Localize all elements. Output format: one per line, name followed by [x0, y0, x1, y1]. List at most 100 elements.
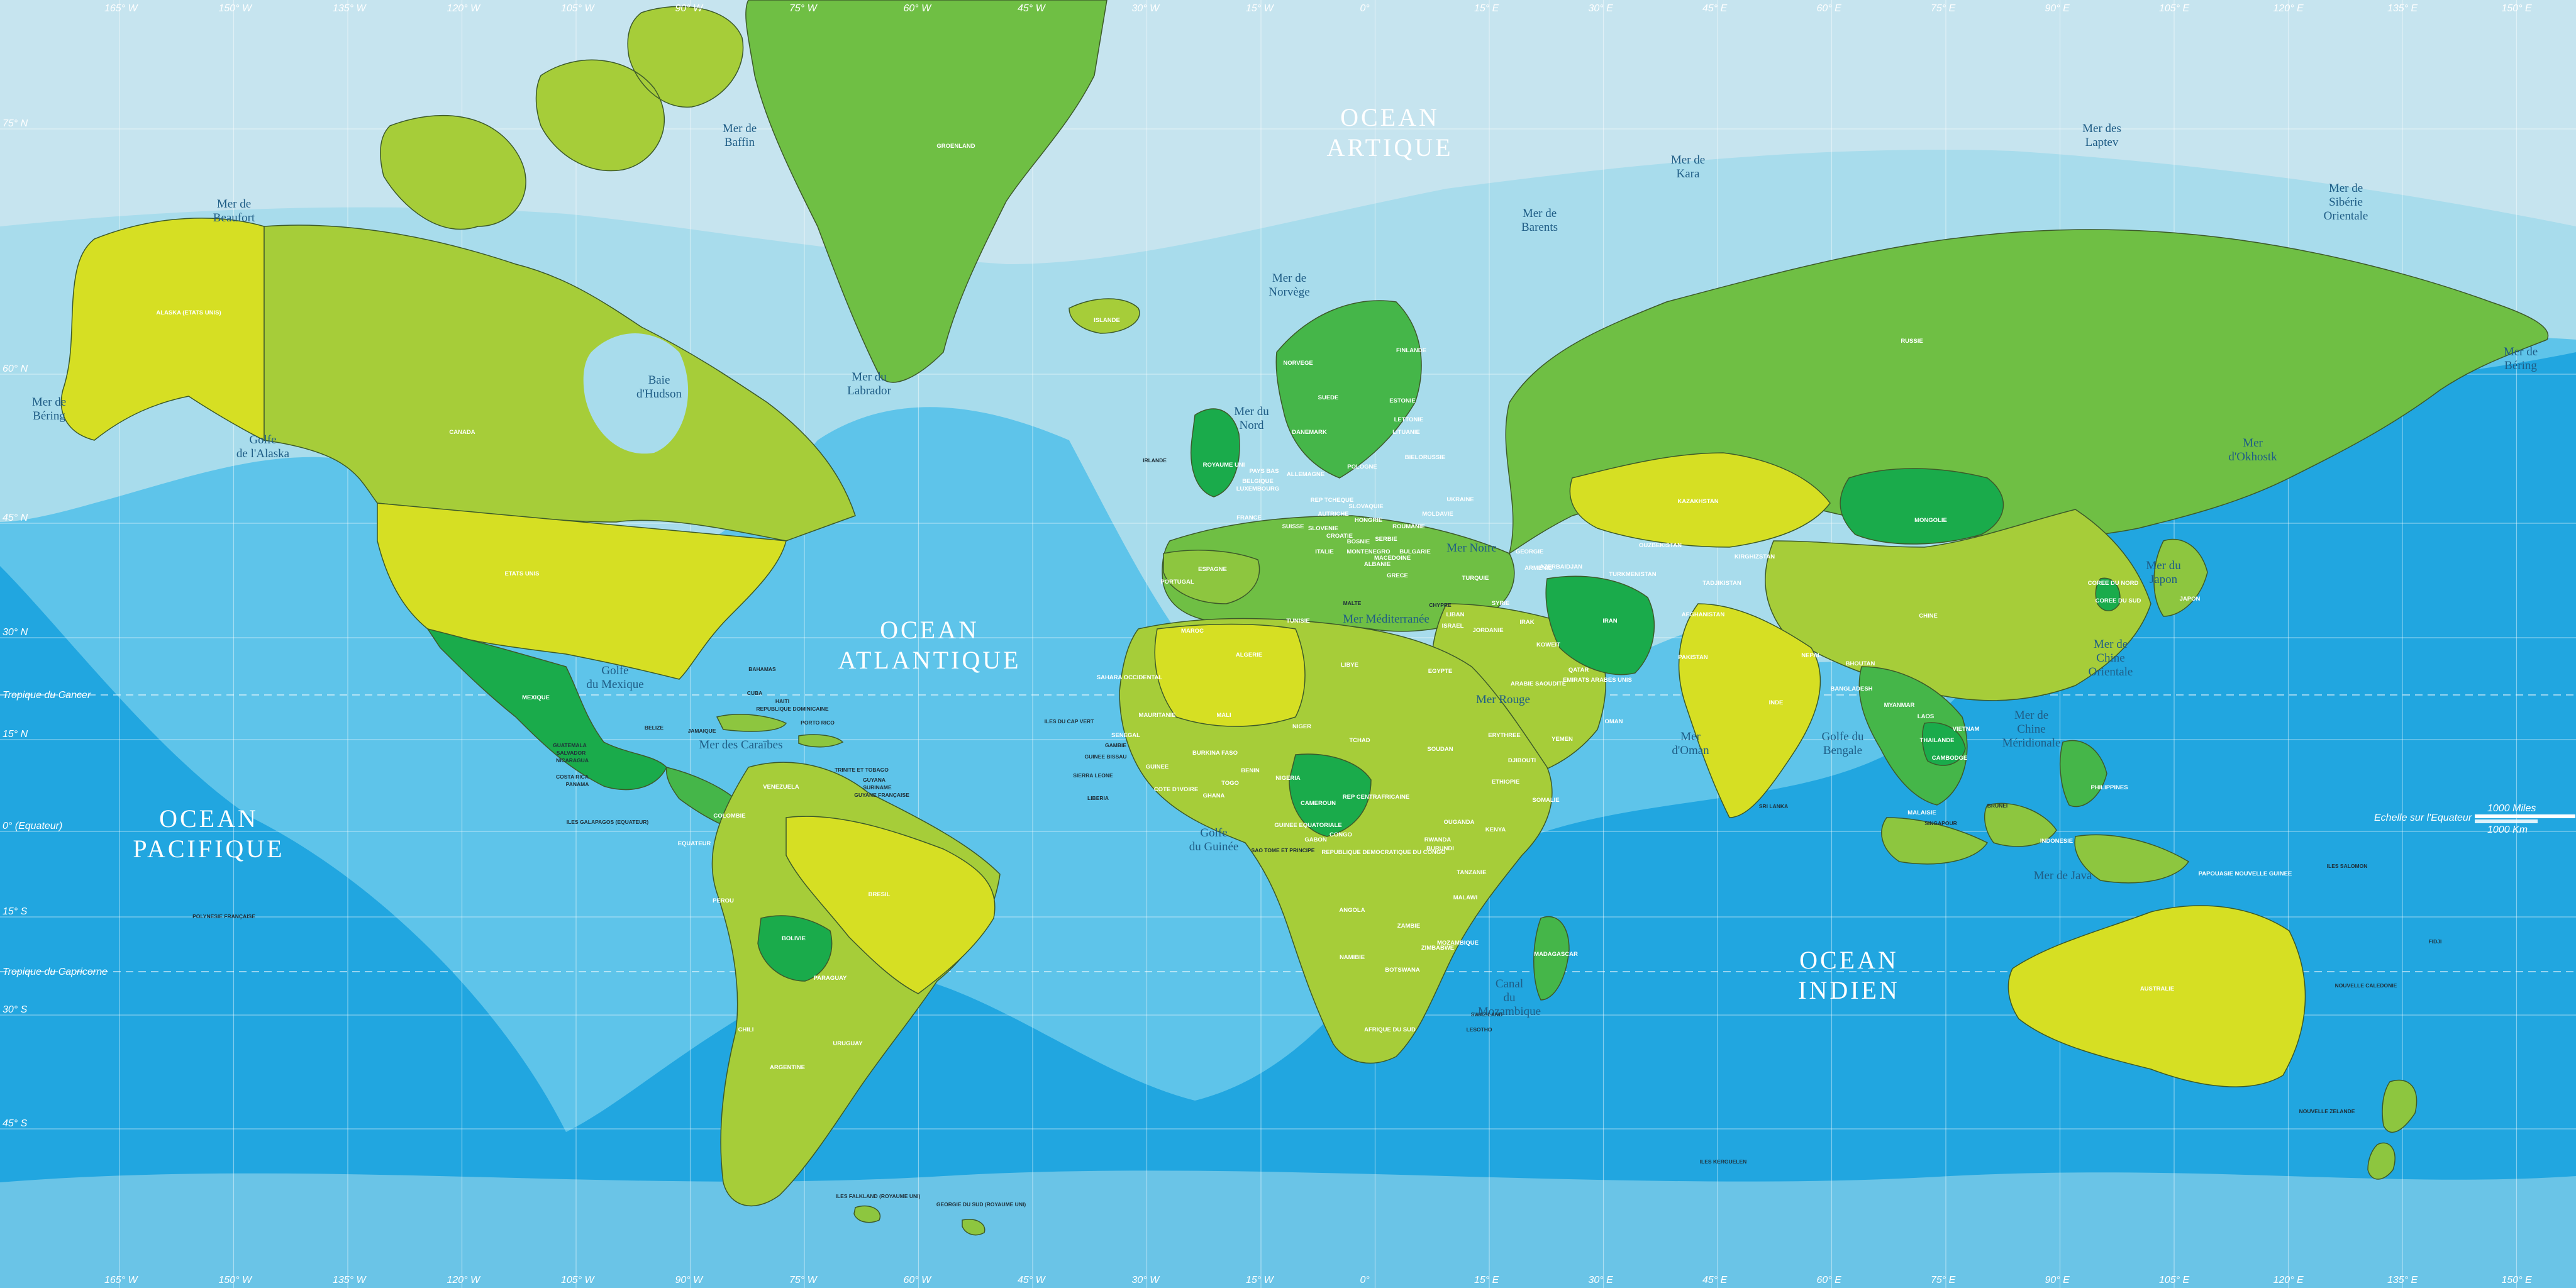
country-label: MAROC — [1181, 628, 1204, 635]
country-label: AZERBAIDJAN — [1540, 564, 1582, 570]
sea-label-line: du Mexique — [586, 678, 643, 691]
ocean-label: OCEAN ARTIQUE — [1326, 103, 1453, 162]
country-label: VIETNAM — [1953, 726, 1980, 733]
sea-label-line: Mer de — [1671, 153, 1705, 167]
longitude-label-bottom: 150° E — [2502, 1275, 2533, 1285]
longitude-label-top: 120° W — [447, 3, 482, 14]
longitude-label-top: 0° — [1360, 3, 1370, 14]
land-alaska — [60, 218, 265, 441]
longitude-label-top: 90° E — [2045, 3, 2070, 14]
country-label: FIDJI — [2429, 938, 2442, 945]
land-antarctica-fragments — [853, 1205, 985, 1236]
country-label: LETTONIE — [1394, 416, 1424, 423]
country-label: UKRAINE — [1446, 496, 1474, 503]
country-label: PORTO RICO — [801, 719, 835, 726]
country-label: REPUBLIQUE DEMOCRATIQUE DU CONGO — [1321, 849, 1445, 856]
land-mongolia — [1840, 468, 2004, 545]
country-label: EMIRATS ARABES UNIS — [1563, 677, 1632, 684]
country-label: KIRGHIZSTAN — [1735, 553, 1775, 560]
latitude-label: 15° N — [3, 729, 28, 740]
sea-label: Mer des Laptev — [2082, 122, 2121, 149]
country-label: ITALIE — [1315, 548, 1333, 555]
scale-miles-label: 1000 Miles — [2487, 803, 2536, 814]
sea-label-line: d'Hudson — [636, 387, 682, 401]
land-korea — [2095, 577, 2121, 611]
country-label: ARABIE SAOUDITE — [1511, 680, 1566, 687]
country-label: TOGO — [1221, 780, 1239, 787]
sea-label-line: Japon — [2150, 573, 2178, 586]
landmasses — [60, 0, 2549, 1236]
country-label: SIERRA LEONE — [1073, 772, 1113, 779]
sea-label-line: Mer Méditerranée — [1343, 613, 1430, 626]
country-label: COLOMBIE — [713, 813, 745, 819]
sea-label-line: Mer de — [2329, 182, 2363, 195]
country-label: CROATIE — [1326, 533, 1353, 540]
country-label: ZIMBABWE — [1421, 945, 1454, 952]
longitude-label-bottom: 120° E — [2273, 1275, 2304, 1285]
country-label: PORTUGAL — [1160, 579, 1194, 586]
scale-bar-miles — [2475, 814, 2575, 818]
country-label: KAZAKHSTAN — [1677, 498, 1718, 505]
country-label: SLOVAQUIE — [1348, 503, 1383, 510]
sea-label-line: Mer de Java — [2034, 869, 2092, 882]
country-label: BURKINA FASO — [1192, 750, 1238, 757]
country-label: DJIBOUTI — [1508, 757, 1536, 764]
sea-label: Mer Noire — [1446, 541, 1497, 555]
sea-label-line: Mer du — [2146, 559, 2181, 572]
country-label: BENIN — [1241, 767, 1260, 774]
scale-bar-km — [2475, 819, 2538, 823]
country-label: GABON — [1304, 836, 1327, 843]
country-label: LIBAN — [1446, 611, 1464, 618]
longitude-label-bottom: 0° — [1360, 1275, 1370, 1285]
country-label: GROENLAND — [936, 143, 975, 150]
country-label: MONTENEGRO — [1346, 548, 1390, 555]
country-label: LESOTHO — [1466, 1026, 1492, 1033]
country-label: COREE DU NORD — [2088, 580, 2139, 587]
country-label: LAOS — [1918, 713, 1934, 720]
country-labels: GROENLAND ISLANDE ALASKA (ETATS UNIS) CANAD… — [156, 143, 2441, 1208]
country-label: AUSTRALIE — [2140, 985, 2174, 992]
country-label: GEORGIE — [1516, 548, 1543, 555]
sea-label: Mer de Béring — [32, 396, 66, 423]
sea-label-line: Mer de — [723, 122, 757, 135]
land-iran — [1545, 575, 1655, 675]
longitude-label-bottom: 135° W — [333, 1275, 367, 1285]
sea-label: Mer Rouge — [1476, 693, 1530, 706]
country-label: ESTONIE — [1389, 397, 1416, 404]
country-label: NIGERIA — [1275, 775, 1301, 782]
land-southeast-asia — [1858, 666, 1968, 806]
country-label: MYANMAR — [1884, 702, 1915, 709]
country-label: POLOGNE — [1347, 464, 1377, 470]
longitude-label-bottom: 45° W — [1018, 1275, 1046, 1285]
latitude-label: 60° N — [3, 364, 28, 374]
latitude-label: 75° N — [3, 118, 28, 129]
country-label: ALGERIE — [1236, 652, 1262, 658]
country-label: PAKISTAN — [1678, 654, 1707, 661]
tropic-cancer-label: Tropique du Cancer — [3, 690, 91, 701]
country-label: ERYTHREE — [1488, 732, 1520, 739]
sea-label-line: Golfe du — [1821, 730, 1864, 743]
country-label: REP TCHEQUE — [1311, 497, 1353, 504]
sea-label-line: Laptev — [2085, 136, 2119, 149]
country-label: GUINEE BISSAU — [1084, 753, 1126, 760]
country-label: MALAWI — [1453, 894, 1478, 901]
country-label: TUNISIE — [1286, 618, 1309, 625]
land-africa — [1119, 618, 1553, 1064]
sea-label-line: du Guinée — [1189, 840, 1239, 853]
land-scandinavia — [1275, 300, 1422, 479]
sea-label-line: Mer de — [2504, 345, 2538, 358]
ocean-label-line: OCEAN — [1340, 103, 1440, 131]
country-label: BULGARIE — [1399, 548, 1431, 555]
country-label: URUGUAY — [833, 1040, 863, 1047]
sea-label: Golfe du Bengale — [1821, 730, 1864, 757]
country-label: SAO TOME ET PRINCIPE — [1252, 847, 1315, 853]
country-label: SINGAPOUR — [1924, 820, 1957, 826]
sea-label-line: Mer Rouge — [1476, 693, 1530, 706]
country-label: PANAMA — [566, 781, 589, 787]
sea-label: Mer de Norvège — [1269, 272, 1309, 299]
country-label: BELGIQUE — [1242, 478, 1274, 485]
country-label: AUTRICHE — [1318, 511, 1348, 518]
ocean-label: OCEAN INDIEN — [1798, 946, 1900, 1004]
ocean-label-line: OCEAN — [1799, 946, 1899, 974]
